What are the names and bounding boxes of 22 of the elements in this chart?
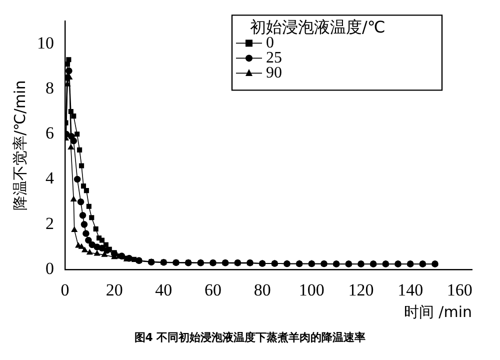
- x-tick-label: 80: [254, 280, 271, 300]
- x-tick-label: 40: [155, 280, 172, 300]
- x-tick-label: 140: [398, 280, 424, 300]
- x-tick-label: 160: [446, 280, 472, 300]
- y-tick-label: 10: [37, 33, 54, 52]
- y-axis-title: 降温不觉率/℃/min: [10, 80, 29, 211]
- legend-label: 25: [266, 49, 282, 66]
- y-tick-label: 8: [46, 78, 54, 98]
- x-tick-label: 120: [348, 280, 374, 300]
- x-tick-label: 20: [106, 280, 123, 300]
- x-tick-label: 100: [298, 280, 324, 300]
- x-tick-label: 60: [204, 280, 222, 300]
- y-tick-label: 2: [46, 214, 54, 233]
- y-tick-label: 6: [46, 124, 54, 143]
- x-tick-label: 0: [60, 280, 70, 300]
- caption: 图4 不同初始浸泡液温度下蒸煮羊肉的降温速率: [133, 330, 367, 345]
- y-tick-label: 4: [46, 168, 54, 188]
- legend-title: 初始浸泡液温度/℃: [250, 17, 386, 36]
- legend-label: 90: [266, 64, 282, 82]
- legend-label: 0: [266, 34, 274, 52]
- y-tick-label: 0: [46, 259, 54, 278]
- x-axis-title: 时间 /min: [404, 302, 472, 321]
